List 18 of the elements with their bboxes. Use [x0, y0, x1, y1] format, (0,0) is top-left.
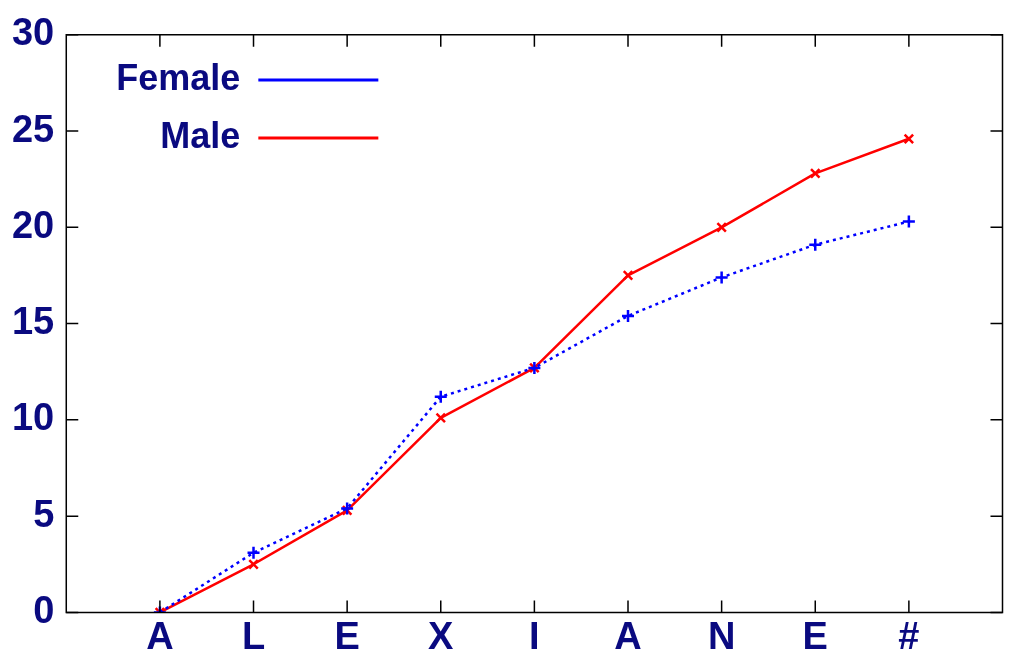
legend-label: Male: [160, 114, 241, 156]
y-tick-label: 5: [33, 492, 55, 535]
x-tick-label: A: [146, 614, 174, 657]
y-tick-label: 15: [11, 300, 55, 343]
y-tick-label: 25: [11, 107, 55, 150]
x-tick-label: X: [428, 614, 455, 657]
x-tick-label: I: [529, 614, 540, 657]
y-tick-label: 30: [11, 11, 55, 54]
x-tick-label: E: [334, 614, 360, 657]
y-tick-label: 20: [11, 203, 55, 246]
x-tick-label: #: [898, 614, 920, 657]
x-tick-label: A: [614, 614, 642, 657]
x-tick-label: L: [241, 614, 266, 657]
y-tick-label: 0: [33, 588, 55, 631]
y-tick-label: 10: [11, 396, 55, 439]
x-tick-label: E: [802, 614, 828, 657]
x-tick-label: N: [707, 614, 736, 657]
legend-label: Female: [116, 56, 241, 98]
